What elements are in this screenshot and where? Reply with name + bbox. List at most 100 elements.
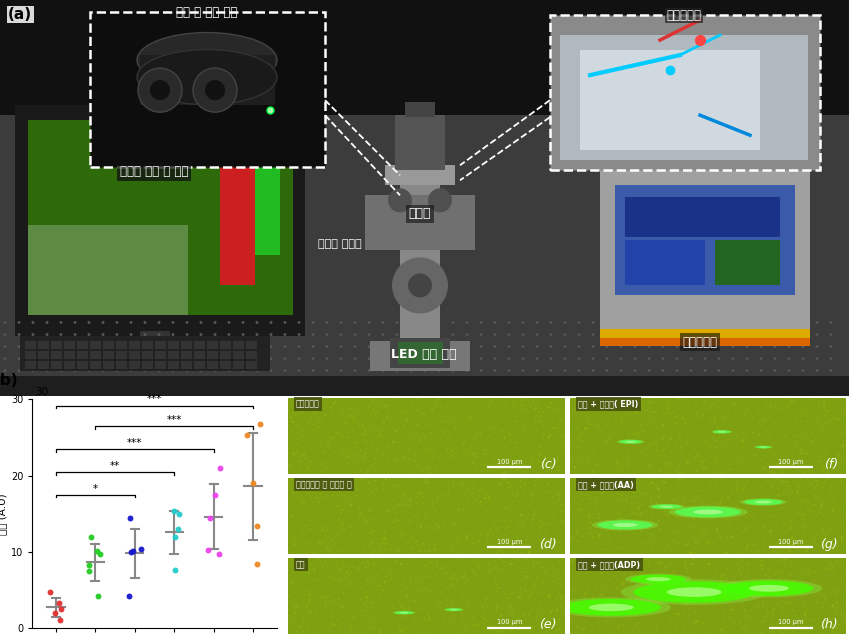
Point bbox=[548, 625, 561, 635]
Point bbox=[609, 543, 622, 553]
Point bbox=[602, 623, 616, 633]
Point bbox=[803, 506, 817, 516]
Point bbox=[764, 397, 778, 407]
Point bbox=[582, 606, 595, 616]
Point bbox=[731, 548, 745, 558]
Point bbox=[369, 593, 383, 603]
Point bbox=[648, 457, 661, 467]
Point bbox=[322, 610, 335, 620]
Point bbox=[798, 499, 812, 509]
Point bbox=[349, 439, 363, 450]
Point bbox=[484, 431, 498, 441]
Point bbox=[550, 423, 564, 433]
Point bbox=[648, 590, 661, 600]
Point bbox=[368, 560, 381, 570]
Point bbox=[400, 539, 413, 549]
Point bbox=[366, 623, 380, 633]
Point bbox=[351, 447, 364, 457]
Point bbox=[663, 400, 677, 410]
Point bbox=[371, 431, 385, 441]
Point bbox=[524, 451, 537, 461]
Circle shape bbox=[493, 369, 497, 372]
Point bbox=[362, 477, 375, 487]
Point bbox=[660, 409, 673, 419]
Point bbox=[440, 565, 453, 576]
Point bbox=[679, 558, 693, 568]
Point bbox=[362, 474, 375, 484]
Point bbox=[779, 612, 793, 622]
Point bbox=[728, 434, 741, 445]
Point bbox=[510, 556, 524, 566]
Point bbox=[329, 465, 342, 475]
Point bbox=[689, 429, 703, 439]
Point bbox=[630, 488, 644, 498]
Point bbox=[332, 561, 346, 571]
Point bbox=[421, 571, 435, 581]
Point bbox=[467, 614, 481, 624]
Point bbox=[776, 457, 790, 467]
Point bbox=[824, 478, 837, 488]
Point bbox=[614, 532, 627, 543]
Point bbox=[543, 592, 557, 602]
Point bbox=[453, 536, 466, 546]
Point bbox=[548, 610, 562, 620]
Point bbox=[536, 562, 549, 572]
Point bbox=[542, 431, 555, 441]
Point bbox=[675, 414, 689, 424]
Point bbox=[457, 441, 470, 451]
Point bbox=[554, 475, 568, 485]
Point bbox=[600, 623, 614, 633]
Point bbox=[767, 628, 780, 636]
Point bbox=[806, 467, 819, 477]
Point bbox=[630, 558, 644, 568]
Point bbox=[682, 399, 695, 410]
Point bbox=[370, 398, 384, 408]
Point bbox=[440, 457, 453, 467]
Point bbox=[768, 604, 782, 614]
Point bbox=[607, 500, 621, 510]
Point bbox=[704, 537, 717, 547]
Point bbox=[340, 485, 354, 495]
Circle shape bbox=[171, 333, 175, 336]
Circle shape bbox=[241, 357, 245, 360]
Point bbox=[395, 626, 408, 636]
Circle shape bbox=[368, 333, 370, 336]
Point bbox=[732, 485, 745, 495]
Point bbox=[341, 541, 355, 551]
Point bbox=[803, 603, 817, 613]
Point bbox=[343, 547, 357, 557]
Point bbox=[519, 572, 532, 582]
Point bbox=[90, 546, 104, 556]
Point bbox=[390, 556, 403, 566]
Point bbox=[403, 595, 417, 605]
Point bbox=[803, 437, 817, 447]
Point bbox=[374, 626, 387, 636]
Point bbox=[531, 396, 545, 406]
Point bbox=[362, 433, 375, 443]
Point bbox=[795, 591, 808, 602]
Point bbox=[503, 590, 517, 600]
Point bbox=[649, 407, 662, 417]
Point bbox=[655, 523, 668, 534]
Point bbox=[795, 401, 808, 411]
Point bbox=[378, 510, 391, 520]
Point bbox=[704, 576, 717, 586]
Circle shape bbox=[392, 258, 448, 314]
Point bbox=[305, 415, 318, 425]
Circle shape bbox=[297, 345, 301, 348]
Point bbox=[380, 534, 393, 544]
Point bbox=[809, 410, 823, 420]
Point bbox=[533, 442, 547, 452]
Point bbox=[308, 565, 322, 576]
Point bbox=[829, 396, 842, 406]
Point bbox=[377, 480, 391, 490]
Point bbox=[729, 515, 743, 525]
Point bbox=[589, 501, 603, 511]
Point bbox=[700, 403, 714, 413]
Point bbox=[288, 607, 301, 618]
Point bbox=[383, 614, 396, 624]
Point bbox=[576, 626, 590, 636]
Point bbox=[630, 478, 644, 488]
Point bbox=[800, 476, 813, 487]
Point bbox=[498, 431, 512, 441]
